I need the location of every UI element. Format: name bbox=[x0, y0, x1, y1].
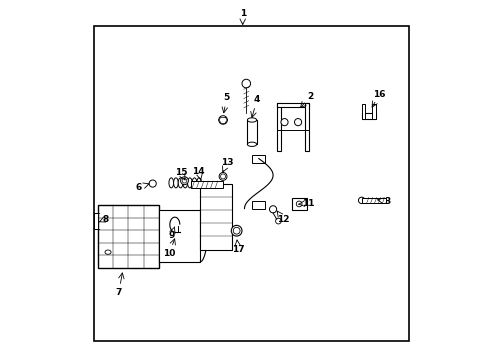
Ellipse shape bbox=[242, 79, 250, 88]
Text: 6: 6 bbox=[136, 183, 142, 192]
Ellipse shape bbox=[183, 178, 187, 188]
Bar bbox=[94, 26, 408, 341]
Ellipse shape bbox=[247, 142, 256, 147]
Text: 17: 17 bbox=[231, 245, 244, 254]
Text: 12: 12 bbox=[276, 215, 289, 224]
Text: 16: 16 bbox=[372, 90, 385, 99]
Ellipse shape bbox=[168, 178, 173, 188]
Bar bbox=[251, 155, 264, 163]
Bar bbox=[372, 104, 375, 118]
Ellipse shape bbox=[296, 201, 302, 207]
Text: 5: 5 bbox=[223, 93, 229, 102]
Bar bbox=[276, 103, 281, 152]
Ellipse shape bbox=[220, 174, 225, 179]
Ellipse shape bbox=[187, 178, 192, 188]
Bar bbox=[276, 103, 308, 108]
Bar bbox=[159, 210, 200, 262]
Text: 8: 8 bbox=[102, 215, 108, 224]
Ellipse shape bbox=[281, 118, 287, 126]
Bar bbox=[291, 198, 306, 210]
Ellipse shape bbox=[231, 225, 242, 236]
Bar bbox=[361, 104, 365, 118]
Ellipse shape bbox=[247, 118, 256, 122]
Text: 13: 13 bbox=[221, 158, 233, 167]
Text: 9: 9 bbox=[168, 231, 174, 240]
Ellipse shape bbox=[275, 218, 281, 224]
Text: 3: 3 bbox=[384, 197, 390, 206]
Ellipse shape bbox=[149, 180, 156, 187]
Text: 11: 11 bbox=[301, 199, 314, 208]
Ellipse shape bbox=[358, 197, 364, 203]
Ellipse shape bbox=[294, 118, 301, 126]
Bar bbox=[247, 120, 256, 144]
Ellipse shape bbox=[219, 172, 226, 180]
Ellipse shape bbox=[233, 227, 240, 234]
Text: 14: 14 bbox=[192, 167, 204, 176]
Bar bbox=[361, 198, 385, 203]
Ellipse shape bbox=[105, 250, 111, 254]
Bar bbox=[190, 181, 223, 188]
Ellipse shape bbox=[218, 116, 227, 124]
Bar bbox=[361, 113, 375, 118]
Ellipse shape bbox=[196, 178, 201, 188]
Ellipse shape bbox=[182, 179, 186, 183]
Bar bbox=[200, 184, 231, 249]
Ellipse shape bbox=[192, 178, 196, 188]
Bar bbox=[94, 213, 98, 229]
Bar bbox=[98, 205, 159, 267]
Text: 2: 2 bbox=[307, 91, 313, 100]
Bar bbox=[251, 201, 264, 208]
Text: 7: 7 bbox=[115, 288, 122, 297]
Text: 4: 4 bbox=[253, 95, 260, 104]
Text: 15: 15 bbox=[174, 168, 187, 177]
Ellipse shape bbox=[269, 206, 276, 213]
Text: 1: 1 bbox=[239, 9, 245, 18]
Bar bbox=[304, 103, 308, 152]
Ellipse shape bbox=[173, 178, 178, 188]
Ellipse shape bbox=[178, 178, 183, 188]
Ellipse shape bbox=[180, 177, 188, 185]
Text: 10: 10 bbox=[163, 249, 175, 258]
